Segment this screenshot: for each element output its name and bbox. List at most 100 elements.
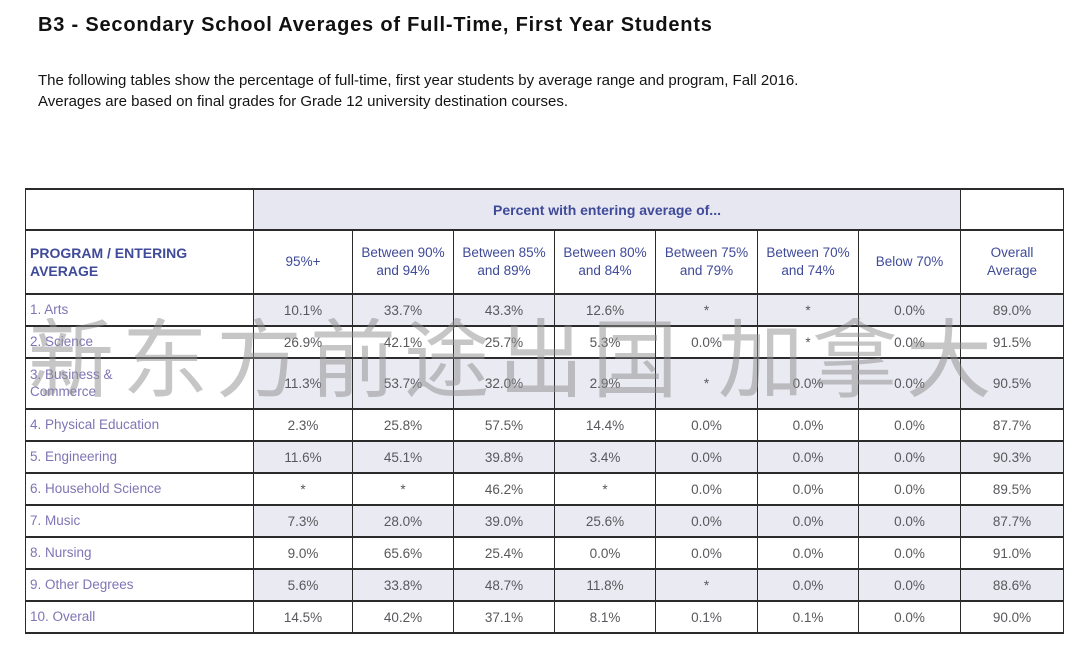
value-cell: 0.0% (757, 536, 859, 570)
value-cell: 28.0% (352, 504, 454, 538)
program-cell: 3. Business & Commerce (25, 357, 254, 410)
value-cell: 0.0% (858, 504, 961, 538)
value-cell: 11.3% (253, 357, 353, 410)
value-cell: 87.7% (960, 504, 1064, 538)
value-cell: 40.2% (352, 600, 454, 634)
value-cell: 91.5% (960, 325, 1064, 359)
program-label: 4. Physical Education (30, 416, 160, 432)
program-label: 2. Science (30, 333, 94, 349)
value-cell: 0.1% (655, 600, 758, 634)
value-cell: * (757, 325, 859, 359)
value-cell: 25.4% (453, 536, 555, 570)
value-cell: 53.7% (352, 357, 454, 410)
value-cell: 9.0% (253, 536, 353, 570)
value-cell: 8.1% (554, 600, 656, 634)
table-row: 3. Business & Commerce 11.3% 53.7% 32.0% 2.9… (25, 357, 1064, 410)
value-cell: 10.1% (253, 293, 353, 327)
value-cell: 0.0% (858, 325, 961, 359)
value-cell: 0.0% (858, 357, 961, 410)
column-header-row: PROGRAM / ENTERING AVERAGE 95%+ Between 9… (25, 229, 1064, 295)
value-cell: 39.8% (453, 440, 555, 474)
table-row: 6. Household Science * * 46.2% * 0.0% 0.0% 0.0%… (25, 472, 1064, 506)
value-cell: 0.0% (858, 600, 961, 634)
value-cell: 25.6% (554, 504, 656, 538)
program-label: 1. Arts (30, 301, 69, 317)
value-cell: 0.0% (655, 325, 758, 359)
value-cell: 48.7% (453, 568, 555, 602)
table-row: 10. Overall 14.5% 40.2% 37.1% 8.1% 0.1% 0.1% 0.… (25, 600, 1064, 634)
value-cell: 89.0% (960, 293, 1064, 327)
value-cell: 0.0% (858, 408, 961, 442)
value-cell: 0.0% (655, 504, 758, 538)
value-cell: * (757, 293, 859, 327)
program-cell: 9. Other Degrees (25, 568, 254, 602)
value-cell: 0.1% (757, 600, 859, 634)
value-cell: 0.0% (858, 472, 961, 506)
column-header: Between 80% and 84% (554, 229, 656, 295)
value-cell: 0.0% (655, 472, 758, 506)
table-row: 8. Nursing 9.0% 65.6% 25.4% 0.0% 0.0% 0.0% 0.0%… (25, 536, 1064, 570)
value-cell: 5.3% (554, 325, 656, 359)
value-cell: 25.8% (352, 408, 454, 442)
column-header: Between 85% and 89% (453, 229, 555, 295)
value-cell: 91.0% (960, 536, 1064, 570)
value-cell: 2.3% (253, 408, 353, 442)
program-label: 10. Overall (30, 608, 96, 624)
value-cell: 0.0% (757, 357, 859, 410)
value-cell: 11.8% (554, 568, 656, 602)
value-cell: 90.5% (960, 357, 1064, 410)
program-label: 3. Business & Commerce (30, 366, 113, 399)
value-cell: 0.0% (858, 293, 961, 327)
program-label: 7. Music (30, 512, 81, 528)
band-header-row: Percent with entering average of... (25, 188, 1064, 231)
value-cell: 7.3% (253, 504, 353, 538)
table-row: 4. Physical Education 2.3% 25.8% 57.5% 14.4%… (25, 408, 1064, 442)
value-cell: 3.4% (554, 440, 656, 474)
value-cell: 0.0% (554, 536, 656, 570)
value-cell: 87.7% (960, 408, 1064, 442)
value-cell: 37.1% (453, 600, 555, 634)
table-row: 9. Other Degrees 5.6% 33.8% 48.7% 11.8% * 0.0%… (25, 568, 1064, 602)
table-row: 7. Music 7.3% 28.0% 39.0% 25.6% 0.0% 0.0% 0.0% 8… (25, 504, 1064, 538)
table-body: 1. Arts 10.1% 33.7% 43.3% 12.6% * * 0.0% 89.0% 2.… (25, 293, 1064, 634)
value-cell: * (352, 472, 454, 506)
program-cell: 8. Nursing (25, 536, 254, 570)
value-cell: 57.5% (453, 408, 555, 442)
value-cell: 65.6% (352, 536, 454, 570)
value-cell: 26.9% (253, 325, 353, 359)
value-cell: 0.0% (757, 504, 859, 538)
value-cell: 0.0% (757, 440, 859, 474)
column-header: Between 90% and 94% (352, 229, 454, 295)
value-cell: 0.0% (757, 472, 859, 506)
value-cell: 43.3% (453, 293, 555, 327)
value-cell: 14.5% (253, 600, 353, 634)
band-header: Percent with entering average of... (253, 188, 961, 231)
value-cell: 11.6% (253, 440, 353, 474)
program-cell: 10. Overall (25, 600, 254, 634)
value-cell: * (655, 293, 758, 327)
program-label: 8. Nursing (30, 544, 92, 560)
value-cell: 90.0% (960, 600, 1064, 634)
table-row: 2. Science 26.9% 42.1% 25.7% 5.3% 0.0% * 0.0% 91… (25, 325, 1064, 359)
value-cell: 0.0% (858, 536, 961, 570)
page-description: The following tables show the percentage… (38, 70, 1058, 113)
program-label: 6. Household Science (30, 480, 162, 496)
value-cell: * (253, 472, 353, 506)
averages-table: Percent with entering average of... PROG… (25, 188, 1064, 634)
value-cell: 42.1% (352, 325, 454, 359)
column-header: 95%+ (253, 229, 353, 295)
value-cell: * (554, 472, 656, 506)
value-cell: 0.0% (858, 568, 961, 602)
value-cell: 14.4% (554, 408, 656, 442)
page-title: B3 - Secondary School Averages of Full-T… (38, 14, 713, 36)
column-header: Overall Average (960, 229, 1064, 295)
value-cell: 46.2% (453, 472, 555, 506)
top-right-empty-cell (960, 188, 1064, 231)
program-cell: 6. Household Science (25, 472, 254, 506)
program-cell: 1. Arts (25, 293, 254, 327)
table-row: 5. Engineering 11.6% 45.1% 39.8% 3.4% 0.0% 0.0… (25, 440, 1064, 474)
value-cell: 0.0% (757, 568, 859, 602)
value-cell: 32.0% (453, 357, 555, 410)
value-cell: 33.7% (352, 293, 454, 327)
